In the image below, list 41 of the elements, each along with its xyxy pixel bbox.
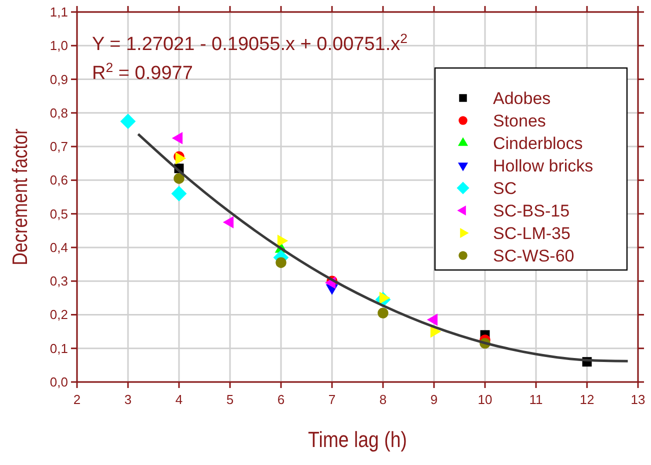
y-tick-label: 0,1 <box>50 340 68 356</box>
x-tick-label: 2 <box>73 392 81 407</box>
annotation: Y = 1.27021 - 0.19055.x + 0.00751.x$^{2}$ <box>92 30 408 55</box>
legend-label: Hollow bricks <box>493 156 594 176</box>
x-tick-label: 7 <box>328 392 336 407</box>
x-tick-label: 10 <box>478 392 492 407</box>
y-tick-label: 0,6 <box>50 172 68 188</box>
x-tick-label: 12 <box>580 392 594 407</box>
y-tick-label: 0,0 <box>50 374 68 390</box>
x-tick-label: 9 <box>430 392 438 407</box>
y-tick-label: 0,4 <box>50 240 68 255</box>
x-tick-label: 13 <box>630 392 646 407</box>
annotation: R$^{2}$ = 0.9977 <box>92 60 193 84</box>
y-tick-label: 0,8 <box>50 105 68 120</box>
legend-label: Adobes <box>493 89 551 108</box>
legend-label: SC <box>493 179 517 198</box>
point <box>378 308 388 318</box>
y-tick-label: 0,7 <box>50 139 68 154</box>
point <box>174 173 184 184</box>
y-tick-label: 1,1 <box>50 4 68 20</box>
x-tick-label: 6 <box>277 392 285 407</box>
point <box>171 186 187 202</box>
y-tick-label: 1,0 <box>50 38 68 54</box>
legend-label: SC-BS-15 <box>493 202 570 220</box>
point <box>120 114 136 130</box>
legend-label: Cinderblocs <box>493 134 583 153</box>
legend-label: Stones <box>493 112 546 130</box>
legend-label: SC-LM-35 <box>493 224 570 243</box>
x-axis-title: Time lag (h) <box>308 428 408 452</box>
legend-label: SC-WS-60 <box>493 246 574 266</box>
x-tick-label: 3 <box>124 392 132 407</box>
y-tick-label: 0,3 <box>50 274 68 289</box>
x-tick-label: 11 <box>529 392 543 407</box>
point <box>276 257 286 268</box>
y-tick-label: 0,5 <box>50 206 68 222</box>
y-tick-label: 0,9 <box>50 72 68 87</box>
x-tick-label: 8 <box>379 392 387 407</box>
x-tick-label: 5 <box>226 392 234 407</box>
x-tick-label: 4 <box>175 392 183 407</box>
y-axis-title: Decrement factor <box>8 128 32 266</box>
y-tick-label: 0,2 <box>50 307 68 322</box>
